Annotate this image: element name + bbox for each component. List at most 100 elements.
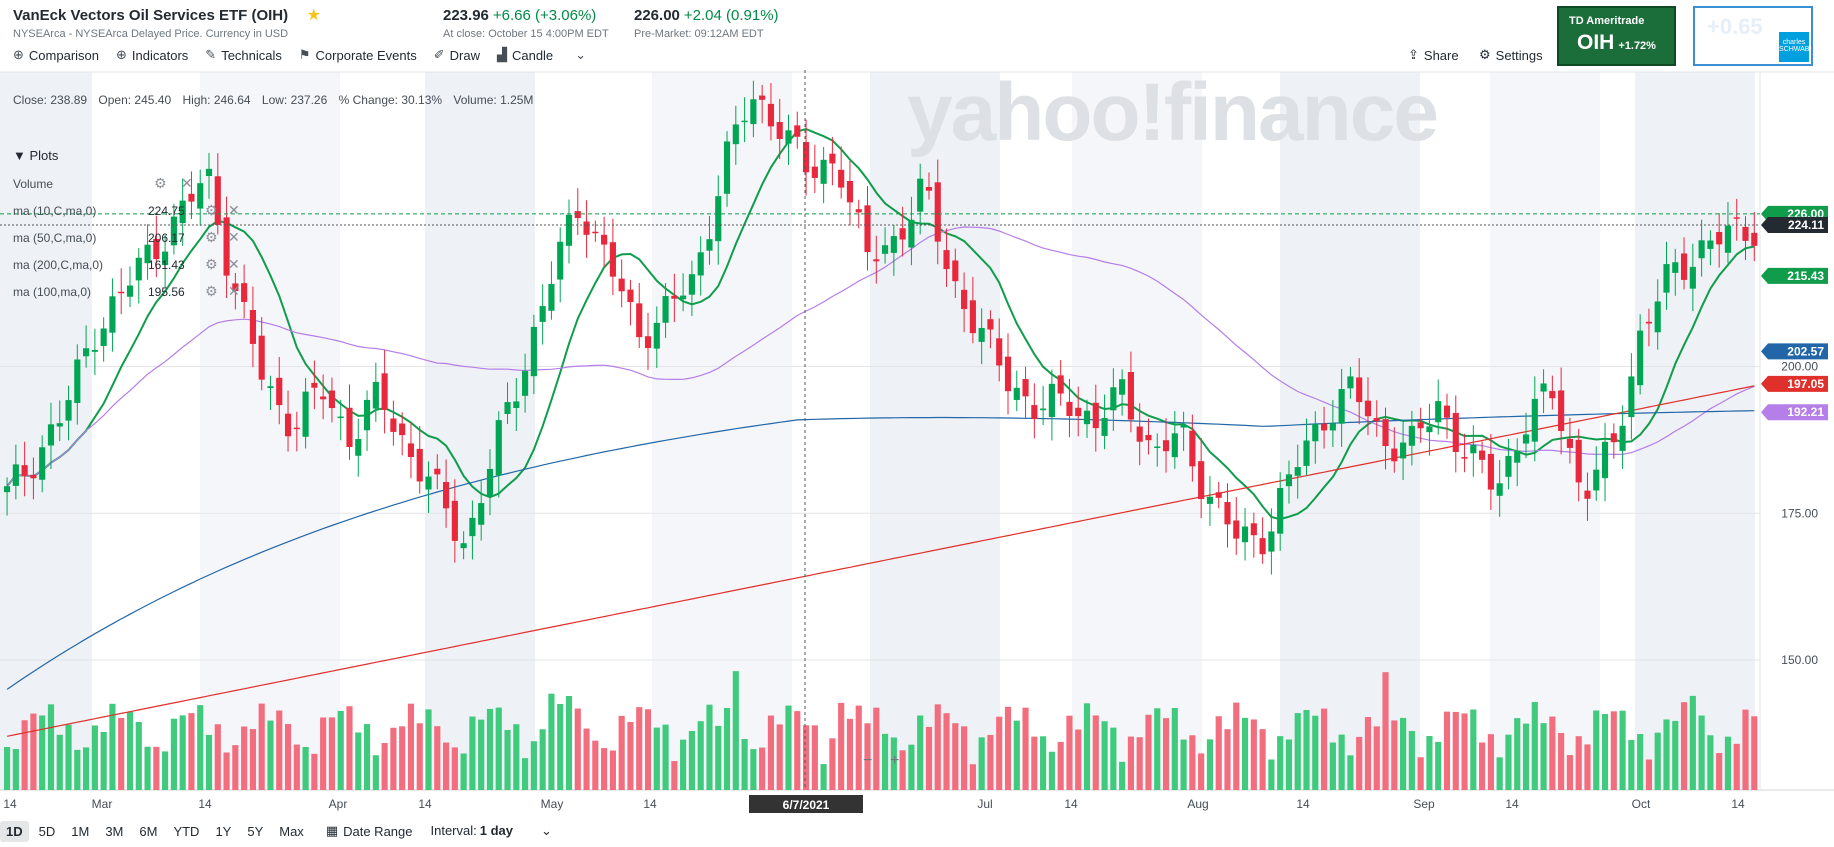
candle-body [1083,410,1091,425]
volume-bar [258,703,265,790]
comparison-button[interactable]: ⊕ Comparison [13,47,99,63]
volume-bar [846,718,854,790]
volume-bar [1435,741,1442,790]
volume-bar [873,707,880,790]
timeframe-3m[interactable]: 3M [105,823,124,839]
candle-body [1540,383,1547,392]
candle-body [987,319,994,330]
volume-bar [504,729,511,790]
candle-body [495,420,502,476]
candle-body [258,335,265,380]
gear-icon[interactable]: ⚙ [205,202,218,218]
candle-body [1566,438,1573,448]
volume-bar [1241,717,1249,790]
plot-name: Volume [13,177,54,191]
timeframe-1d[interactable]: 1D [0,820,29,842]
date-range-button[interactable]: ▦ Date Range [326,823,413,839]
gear-icon[interactable]: ⚙ [205,256,218,272]
volume-bar [381,743,388,790]
gear-icon[interactable]: ⚙ [205,229,218,245]
y-tick-label: 150.00 [1781,653,1818,667]
candle-body [1241,526,1249,543]
volume-bar [1452,711,1459,790]
candle-body [1619,425,1626,451]
volume-bar [1110,727,1117,790]
plots-toggle[interactable]: ▼ Plots [13,148,59,163]
close-icon[interactable]: ✕ [228,256,240,272]
candle-body [750,99,757,125]
draw-button[interactable]: ✐ Draw [434,47,480,63]
watchlist-star-icon[interactable]: ★ [306,7,321,24]
close-icon[interactable]: ✕ [228,283,240,299]
close-icon[interactable]: ✕ [228,229,240,245]
volume-bar [557,704,564,790]
technicals-button[interactable]: ✎ Technicals [205,47,282,63]
gear-icon[interactable]: ⚙ [205,283,218,299]
candle-body [407,443,415,458]
ad-ticker: OIH [1577,31,1615,54]
candle-button[interactable]: ▟ Candle ⌄ [497,47,591,63]
volume-bar [1522,723,1530,790]
candle-body [478,503,485,525]
timeframe-1m[interactable]: 1M [71,823,90,839]
volume-bar [1461,713,1468,790]
candle-body [925,186,933,191]
indicators-button[interactable]: ⊕ Indicators [116,47,188,63]
x-tick-label: 14 [198,797,212,811]
month-band [1280,72,1420,790]
volume-bar [1154,708,1161,790]
timeframe-1y[interactable]: 1Y [215,823,232,839]
volume-bar [425,709,432,790]
candle-body [1057,375,1064,394]
month-band [1635,72,1755,790]
moving-average-lines [6,127,1755,737]
candle-body [513,401,520,408]
gear-icon[interactable]: ⚙ [154,175,167,191]
timeframe-ytd[interactable]: YTD [173,823,200,839]
candle-body [653,322,660,349]
candle-body [1075,407,1082,417]
timeframe-max[interactable]: Max [279,823,304,839]
volume-bar [267,720,274,790]
volume-bar [1742,709,1749,790]
candle-body [785,130,792,144]
td-ameritrade-ad[interactable]: TD Ameritrade OIH +1.72% [1557,6,1676,66]
candle-body [1294,467,1301,476]
candle-body [776,122,783,139]
volume-bar [1707,735,1714,790]
candle-body [390,418,397,432]
close-icon[interactable]: ✕ [181,175,193,191]
volume-bar [890,737,897,790]
candle-body [1268,531,1275,552]
volume-bar [39,715,46,790]
volume-bar [618,715,625,790]
volume-bar [276,710,283,790]
candle-body [1022,379,1029,397]
zoom-out-button[interactable]: − [863,752,873,769]
candle-body [706,239,713,251]
volume-bar [197,705,204,790]
comparison-label: Comparison [28,47,99,63]
volume-bar [1285,739,1293,790]
share-button[interactable]: ⇪ Share [1408,47,1459,63]
zoom-in-button[interactable]: + [890,752,900,769]
candle-body [908,219,915,248]
interval-select[interactable]: Interval: 1 day ⌄ [431,823,552,839]
price-label-box [1761,267,1828,284]
volume-bar [767,715,775,790]
plot-name: ma (100,ma,0) [13,285,92,299]
corporate-events-button[interactable]: ⚑ Corporate Events [299,47,417,63]
month-band [870,72,1000,790]
candle-body [802,142,810,173]
timeframe-6m[interactable]: 6M [139,823,158,839]
volume-bar [1637,734,1644,790]
volume-bar [346,706,353,790]
schwab-ad[interactable]: +0.65 charles SCHWAB [1693,6,1813,66]
settings-button[interactable]: ⚙ Settings [1479,47,1543,63]
close-icon[interactable]: ✕ [228,202,240,218]
timeframe-5d[interactable]: 5D [38,823,56,839]
candle-body [1584,490,1591,499]
timeframe-5y[interactable]: 5Y [247,823,264,839]
interval-value: 1 day [479,823,513,838]
